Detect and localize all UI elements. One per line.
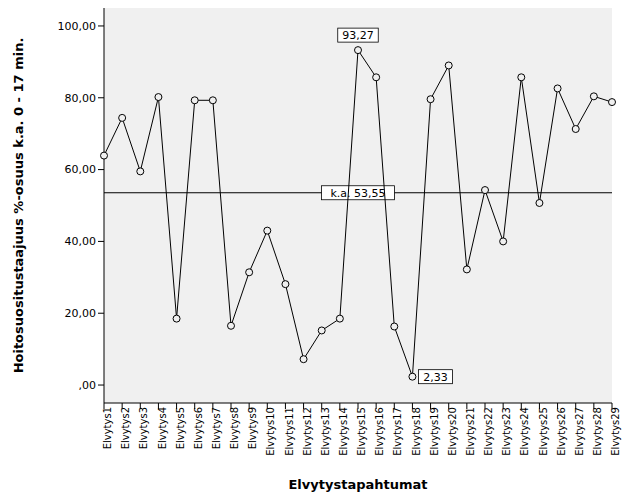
svg-text:Elvytys22: Elvytys22 (483, 407, 494, 456)
svg-text:Elvytys11: Elvytys11 (284, 407, 295, 456)
svg-text:Elvytys19: Elvytys19 (429, 407, 440, 456)
svg-text:Elvytys27: Elvytys27 (574, 407, 585, 456)
svg-text:Elvytys28: Elvytys28 (592, 407, 603, 456)
svg-text:k.a. 53,55: k.a. 53,55 (330, 187, 385, 200)
svg-text:Elvytys25: Elvytys25 (538, 407, 549, 456)
svg-text:Elvytys17: Elvytys17 (392, 407, 403, 456)
svg-text:Elvytys20: Elvytys20 (447, 407, 458, 456)
svg-text:Elvytys21: Elvytys21 (465, 407, 476, 456)
svg-text:Elvytys18: Elvytys18 (411, 407, 422, 456)
svg-text:Elvytys2: Elvytys2 (120, 407, 131, 449)
svg-text:Elvytys3: Elvytys3 (138, 407, 149, 449)
svg-text:Elvytys7: Elvytys7 (211, 407, 222, 449)
svg-text:Elvytys26: Elvytys26 (556, 407, 567, 456)
svg-text:2,33: 2,33 (423, 371, 448, 384)
svg-text:Elvytys8: Elvytys8 (229, 407, 240, 449)
svg-text:Hoitosuositustaajuus %-osuus k: Hoitosuositustaajuus %-osuus k.a. 0 - 17… (11, 38, 26, 374)
svg-text:Elvytys9: Elvytys9 (247, 407, 258, 449)
svg-text:Elvytys12: Elvytys12 (302, 407, 313, 456)
svg-text:Elvytys6: Elvytys6 (193, 407, 204, 449)
svg-text:Elvytys13: Elvytys13 (320, 407, 331, 456)
svg-text:Elvytys1: Elvytys1 (102, 407, 113, 449)
svg-text:,00: ,00 (79, 379, 97, 392)
svg-text:Elvytys15: Elvytys15 (356, 407, 367, 456)
svg-text:93,27: 93,27 (342, 29, 374, 42)
svg-text:60,00: 60,00 (65, 163, 97, 176)
svg-text:80,00: 80,00 (65, 92, 97, 105)
svg-text:Elvytys14: Elvytys14 (338, 407, 349, 456)
svg-text:40,00: 40,00 (65, 235, 97, 248)
svg-text:20,00: 20,00 (65, 307, 97, 320)
svg-text:Elvytys29: Elvytys29 (610, 407, 618, 456)
svg-text:Elvytys4: Elvytys4 (157, 407, 168, 449)
svg-text:Elvytys10: Elvytys10 (265, 407, 276, 456)
svg-text:Elvytystapahtumat: Elvytystapahtumat (288, 477, 427, 492)
svg-text:Elvytys16: Elvytys16 (374, 407, 385, 456)
svg-text:Elvytys5: Elvytys5 (175, 407, 186, 449)
svg-text:Elvytys24: Elvytys24 (519, 407, 530, 456)
svg-text:100,00: 100,00 (58, 20, 97, 33)
svg-text:Elvytys23: Elvytys23 (501, 407, 512, 456)
